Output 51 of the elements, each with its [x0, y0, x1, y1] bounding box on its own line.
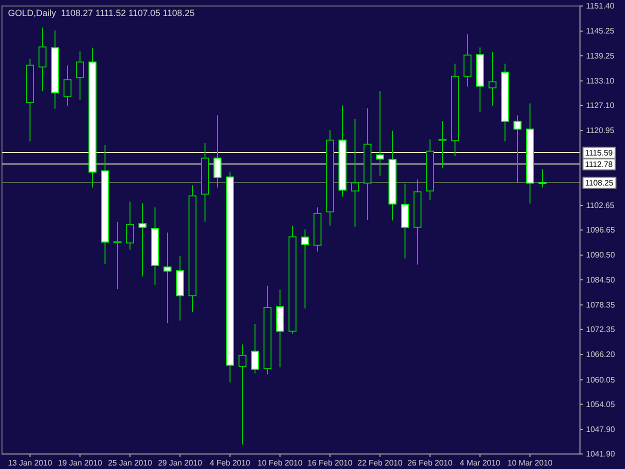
- y-tick-label: 1084.50: [586, 275, 616, 284]
- y-tick-label: 1133.10: [586, 76, 615, 86]
- candlestick: [126, 201, 134, 250]
- ref-line-label: 1115.59: [585, 148, 614, 158]
- y-tick-label: 1096.65: [586, 226, 616, 235]
- y-tick-label: 1127.10: [586, 100, 615, 110]
- candlestick: [514, 114, 522, 184]
- candlestick: [401, 183, 409, 259]
- x-tick-label: 19 Jan 2010: [58, 458, 103, 468]
- candlestick: [251, 323, 259, 374]
- ref-line-label: 1108.25: [585, 178, 614, 188]
- candlestick: [64, 64, 72, 106]
- y-tick-label: 1078.35: [586, 300, 616, 310]
- candlestick: [301, 228, 309, 309]
- x-tick-label: 10 Feb 2010: [258, 458, 304, 468]
- y-tick-label: 1090.50: [586, 250, 616, 260]
- y-tick-label: 1066.20: [586, 350, 616, 360]
- y-tick-label: 1060.05: [586, 375, 616, 384]
- candlestick: [438, 120, 446, 169]
- ref-line-label: 1112.78: [585, 160, 614, 169]
- x-tick-label: 4 Feb 2010: [210, 458, 251, 468]
- candlestick: [164, 232, 172, 324]
- candlestick: [38, 27, 46, 92]
- candlestick: [214, 114, 222, 188]
- candlestick: [238, 344, 246, 446]
- x-tick-label: 25 Jan 2010: [108, 458, 153, 468]
- candlestick: [538, 168, 546, 188]
- x-tick-label: 13 Jan 2010: [8, 458, 53, 468]
- y-tick-label: 1151.40: [586, 2, 615, 11]
- x-tick-label: 4 Mar 2010: [460, 458, 501, 468]
- chart-title: GOLD,Daily 1108.27 1111.52 1107.05 1108.25: [8, 8, 195, 18]
- candlestick: [114, 222, 122, 290]
- x-tick-label: 26 Feb 2010: [408, 458, 454, 468]
- y-tick-label: 1041.90: [586, 450, 616, 459]
- y-tick-label: 1072.35: [586, 324, 616, 334]
- x-tick-label: 10 Mar 2010: [508, 458, 554, 468]
- x-tick-label: 16 Feb 2010: [308, 458, 354, 468]
- candlestick: [376, 90, 384, 176]
- y-tick-label: 1047.90: [586, 425, 616, 434]
- y-tick-label: 1145.25: [586, 26, 615, 36]
- y-tick-label: 1120.95: [586, 126, 615, 136]
- candlestick: [351, 118, 359, 228]
- candlestick: [488, 51, 496, 106]
- candlestick: [76, 50, 84, 100]
- y-tick-label: 1102.65: [586, 201, 615, 210]
- x-tick-label: 29 Jan 2010: [158, 458, 203, 468]
- y-tick-label: 1054.05: [586, 400, 616, 409]
- candlestick: [464, 34, 472, 88]
- x-tick-label: 22 Feb 2010: [358, 458, 404, 468]
- y-tick-label: 1139.25: [586, 51, 615, 60]
- candlestick: [138, 202, 146, 277]
